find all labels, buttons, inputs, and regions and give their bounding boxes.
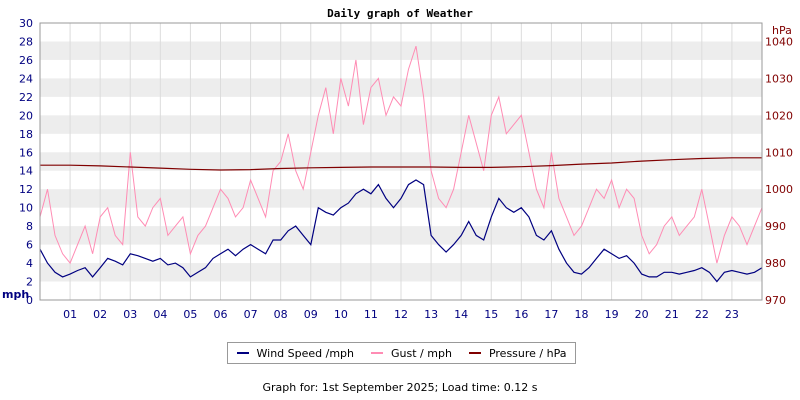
- wind-speed-line: [39, 179, 763, 283]
- y-left-tick-label: 0: [26, 294, 33, 307]
- x-tick-label: 19: [605, 308, 619, 321]
- y-left-tick-label: 12: [19, 183, 33, 196]
- x-tick-label: 05: [183, 308, 197, 321]
- legend-swatch-wind: [236, 352, 249, 354]
- x-tick-label: 10: [334, 308, 348, 321]
- x-tick-label: 20: [635, 308, 649, 321]
- y-right-tick-label: 1000: [765, 183, 793, 196]
- y-right-tick-label: 1030: [765, 72, 793, 85]
- x-tick-label: 08: [274, 308, 288, 321]
- x-tick-label: 13: [424, 308, 438, 321]
- y-left-tick-label: 30: [19, 17, 33, 30]
- plot-border: [39, 22, 763, 301]
- x-tick-label: 04: [153, 308, 167, 321]
- y-left-tick-label: 4: [26, 257, 33, 270]
- y-left-tick-label: 24: [19, 72, 33, 85]
- x-tick-label: 02: [93, 308, 107, 321]
- x-tick-label: 17: [544, 308, 558, 321]
- legend: Wind Speed /mph Gust / mph Pressure / hP…: [227, 342, 576, 364]
- y-right-tick-label: 1040: [765, 35, 793, 48]
- footer-text: Graph for: 1st September 2025; Load time…: [262, 381, 538, 394]
- x-tick-label: 12: [394, 308, 408, 321]
- y-left-tick-label: 20: [19, 109, 33, 122]
- y-right-tick-label: 1010: [765, 146, 793, 159]
- y-right-tick-label: 990: [765, 220, 786, 233]
- y-left-tick-label: 18: [19, 128, 33, 141]
- y-left-tick-label: 14: [19, 165, 33, 178]
- chart-title: Daily graph of Weather: [327, 7, 473, 20]
- legend-label-pressure: Pressure / hPa: [488, 346, 567, 360]
- y-right-tick-label: 980: [765, 257, 786, 270]
- x-tick-label: 14: [454, 308, 468, 321]
- legend-label-gust: Gust / mph: [391, 346, 452, 360]
- x-tick-label: 11: [364, 308, 378, 321]
- series-layer: [39, 45, 763, 283]
- x-tick-label: 18: [575, 308, 589, 321]
- x-tick-label: 01: [63, 308, 77, 321]
- x-tick-label: 21: [665, 308, 679, 321]
- y-left-tick-label: 10: [19, 202, 33, 215]
- y-left-tick-label: 2: [26, 276, 33, 289]
- y-left-axis-label: mph: [2, 288, 29, 301]
- y-left-tick-label: 8: [26, 220, 33, 233]
- x-tick-label: 16: [514, 308, 528, 321]
- x-tick-label: 09: [304, 308, 318, 321]
- y-right-axis-label: hPa: [772, 24, 792, 37]
- x-tick-label: 22: [695, 308, 709, 321]
- y-left-tick-label: 28: [19, 35, 33, 48]
- x-tick-label: 15: [484, 308, 498, 321]
- legend-item-gust: Gust / mph: [371, 347, 452, 360]
- x-tick-label: 23: [725, 308, 739, 321]
- legend-swatch-pressure: [468, 352, 481, 354]
- gust-line: [39, 45, 763, 265]
- y-right-tick-label: 1020: [765, 109, 793, 122]
- x-tick-label: 03: [123, 308, 137, 321]
- x-tick-label: 07: [244, 308, 258, 321]
- y-right-tick-label: 970: [765, 294, 786, 307]
- legend-item-pressure: Pressure / hPa: [468, 346, 567, 360]
- y-left-tick-label: 26: [19, 54, 33, 67]
- x-tick-label: 06: [214, 308, 228, 321]
- y-left-tick-label: 6: [26, 239, 33, 252]
- legend-label-wind: Wind Speed /mph: [256, 346, 355, 360]
- legend-item-wind: Wind Speed /mph: [236, 346, 355, 360]
- pressure-line: [40, 157, 762, 171]
- y-left-tick-label: 22: [19, 91, 33, 104]
- legend-swatch-gust: [371, 352, 384, 354]
- y-left-tick-label: 16: [19, 146, 33, 159]
